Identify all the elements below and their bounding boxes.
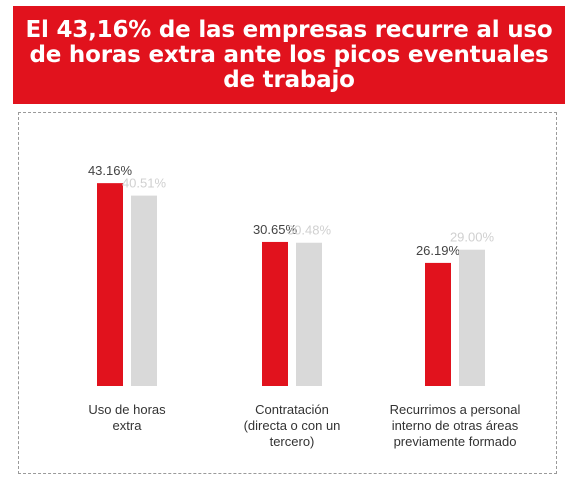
category-label-3: Recurrimos a personal interno de otras ár… [390,402,521,449]
value-label-series2-cat3: 29.00% [450,230,495,245]
value-label-series1-cat1: 43.16% [88,163,133,178]
category-label-line: extra [113,418,143,433]
category-label-line: interno de otras áreas [392,418,519,433]
bar-series1-cat2 [262,241,288,386]
title-line-1: El 43,16% de las empresas recurre al uso [25,16,553,43]
title-banner: El 43,16% de las empresas recurre al uso… [13,6,565,104]
bar-series2-cat3 [459,249,485,386]
title-line-3: de trabajo [223,66,355,93]
category-label-line: (directa o con un [244,418,341,433]
category-label-line: tercero) [270,434,315,449]
value-label-series2-cat2: 30.48% [287,223,332,238]
chart-frame [18,112,557,474]
category-label-line: Uso de horas [88,402,166,417]
category-label-1: Uso de horas extra [88,402,166,433]
category-label-line: previamente formado [394,434,517,449]
category-label-line: Contratación [255,402,329,417]
value-label-series1-cat2: 30.65% [253,222,298,237]
category-label-line: Recurrimos a personal [390,402,521,417]
value-label-series1-cat3: 26.19% [416,243,461,258]
title-line-2: de horas extra ante los picos eventuales [29,41,549,68]
bar-series2-cat2 [296,242,322,386]
category-label-2: Contratación (directa o con un tercero) [244,402,341,449]
bar-series1-cat1 [97,183,123,386]
bar-series2-cat1 [131,195,157,386]
bar-series1-cat3 [425,262,451,386]
value-label-series2-cat1: 40.51% [122,176,167,191]
